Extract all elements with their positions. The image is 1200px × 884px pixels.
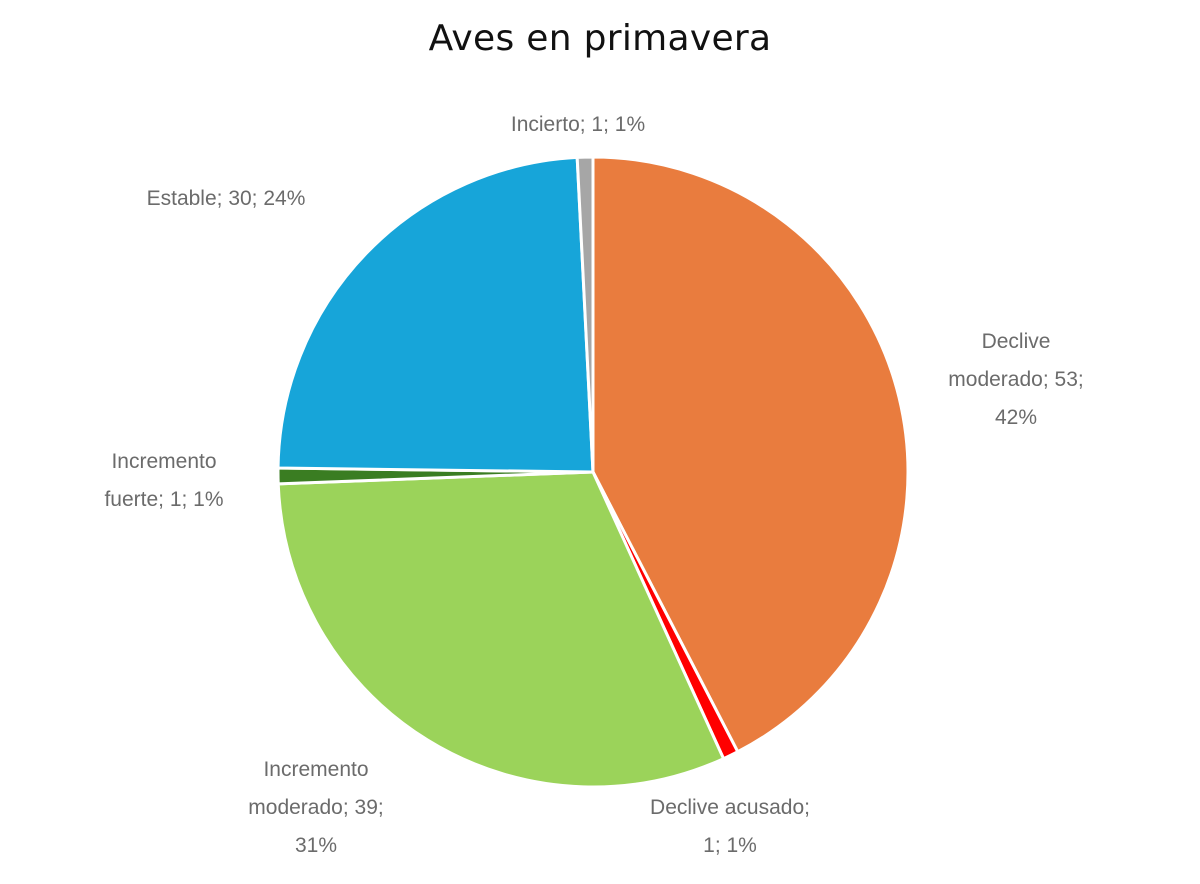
label-declive-moderado: Declive moderado; 53; 42% [948, 323, 1083, 437]
label-line: fuerte; 1; 1% [104, 488, 224, 511]
label-line: 42% [994, 406, 1038, 429]
label-declive-acusado: Declive acusado; 1; 1% [650, 789, 810, 865]
label-line: Incremento [263, 758, 369, 781]
label-estable: Estable; 30; 24% [147, 180, 306, 218]
label-incierto: Incierto; 1; 1% [511, 106, 645, 144]
label-line: 31% [294, 834, 338, 857]
pie-slice-incremento-moderado [276, 470, 726, 789]
pie-slice-declive-moderado [591, 155, 910, 754]
label-line: Estable; 30; 24% [146, 187, 306, 210]
label-line: Incierto; 1; 1% [510, 113, 646, 136]
label-incremento-moderado: Incremento moderado; 39; 31% [248, 751, 383, 865]
label-incremento-fuerte: Incremento fuerte; 1; 1% [104, 443, 223, 519]
pie-slice-incierto [575, 155, 595, 474]
label-line: moderado; 53; [948, 368, 1084, 391]
label-line: moderado; 39; [248, 796, 384, 819]
chart-title: Aves en primavera [428, 18, 772, 59]
label-line: Incremento [111, 450, 217, 473]
label-line: Declive [981, 330, 1051, 353]
label-line: Declive acusado; [650, 796, 810, 819]
pie-slice-estable [276, 155, 595, 474]
label-line: 1; 1% [703, 834, 757, 857]
